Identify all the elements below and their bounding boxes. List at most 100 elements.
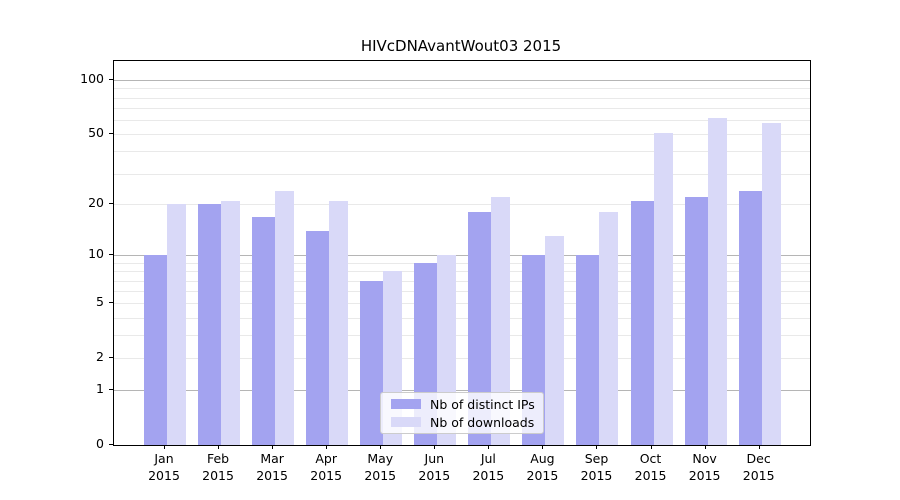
x-tick-year: 2015 (418, 468, 451, 483)
x-tick-mark (704, 445, 706, 449)
x-tick-year: 2015 (742, 468, 775, 483)
minor-gridline (114, 134, 810, 136)
y-tick-label: 1 (96, 381, 104, 397)
legend-row-downloads: Nb of downloads (381, 415, 543, 430)
y-tick-label: 50 (88, 125, 104, 141)
y-tick-label: 20 (88, 195, 104, 211)
x-tick-mark (218, 445, 220, 449)
x-tick-month: Nov (692, 451, 717, 466)
y-tick-label: 100 (80, 71, 104, 87)
bar-distinct-ips-feb (198, 204, 222, 445)
chart-title: HIVcDNAvantWout03 2015 (360, 37, 562, 55)
x-tick-year: 2015 (472, 468, 505, 483)
x-tick-month: Aug (530, 451, 555, 466)
minor-gridline (114, 263, 810, 264)
x-tick-mark (434, 445, 436, 449)
x-tick-month: Apr (315, 451, 337, 466)
legend-swatch-downloads (391, 417, 421, 427)
x-tick-label-oct: Oct 2015 (621, 450, 681, 484)
x-tick-mark (488, 445, 490, 449)
minor-gridline (114, 335, 810, 337)
bar-downloads-feb (221, 200, 241, 445)
x-tick-year: 2015 (256, 468, 289, 483)
bar-distinct-ips-nov (684, 197, 708, 445)
minor-gridline (114, 271, 810, 273)
minor-gridline (114, 173, 810, 175)
bar-distinct-ips-mar (252, 216, 276, 445)
x-tick-year: 2015 (634, 468, 667, 483)
x-tick-label-feb: Feb 2015 (188, 450, 248, 484)
x-tick-label-nov: Nov 2015 (675, 450, 735, 484)
minor-gridline (114, 88, 810, 90)
minor-gridline (114, 108, 810, 110)
x-tick-mark (164, 445, 165, 449)
legend-label-distinct-ips: Nb of distinct IPs (430, 396, 535, 412)
x-tick-month: Jul (480, 451, 496, 466)
legend-row-distinct-ips: Nb of distinct IPs (381, 397, 543, 412)
x-tick-label-jan: Jan 2015 (134, 450, 194, 484)
minor-gridline (114, 204, 810, 206)
x-tick-label-may: May 2015 (350, 450, 410, 484)
bar-downloads-dec (761, 122, 781, 445)
x-tick-year: 2015 (148, 468, 180, 483)
y-tick-label: 5 (96, 294, 104, 310)
bar-downloads-oct (653, 132, 673, 445)
legend-label-downloads: Nb of downloads (430, 414, 535, 430)
x-tick-label-jun: Jun 2015 (404, 450, 464, 484)
x-tick-label-dec: Dec 2015 (729, 450, 789, 484)
x-tick-month: Oct (639, 451, 662, 466)
bar-downloads-sep (599, 212, 619, 445)
bar-downloads-aug (545, 236, 565, 445)
y-tick-mark (109, 133, 113, 135)
y-tick-mark (109, 357, 113, 359)
x-tick-label-aug: Aug 2015 (512, 450, 572, 484)
major-gridline (114, 390, 810, 392)
x-tick-mark (380, 445, 382, 449)
y-tick-mark (109, 302, 113, 304)
x-tick-mark (650, 445, 652, 449)
minor-gridline (114, 97, 810, 99)
y-tick-mark (109, 79, 113, 81)
bar-downloads-jan (167, 204, 186, 445)
minor-gridline (114, 151, 810, 153)
legend-swatch-distinct-ips (391, 399, 421, 409)
x-tick-month: Jan (154, 451, 174, 466)
bar-downloads-mar (275, 190, 295, 445)
bar-distinct-ips-sep (576, 255, 600, 445)
x-tick-month: Dec (746, 451, 771, 466)
x-tick-month: May (367, 451, 394, 466)
x-tick-mark (596, 445, 598, 449)
y-tick-label: 0 (96, 436, 104, 451)
x-tick-mark (758, 445, 760, 449)
x-tick-mark (542, 445, 544, 449)
bar-distinct-ips-dec (738, 190, 762, 445)
bar-distinct-ips-jul (468, 212, 492, 445)
x-tick-year: 2015 (688, 468, 721, 483)
minor-gridline (114, 358, 810, 360)
minor-gridline (114, 317, 810, 319)
x-tick-year: 2015 (526, 468, 559, 483)
x-tick-year: 2015 (364, 468, 397, 483)
y-tick-mark (109, 389, 113, 391)
y-tick-mark (109, 444, 113, 445)
bar-distinct-ips-may (360, 280, 384, 445)
x-tick-month: Sep (584, 451, 609, 466)
y-tick-mark (109, 203, 113, 205)
x-tick-label-sep: Sep 2015 (566, 450, 626, 484)
x-tick-label-jul: Jul 2015 (458, 450, 518, 484)
x-tick-label-apr: Apr 2015 (296, 450, 356, 484)
y-tick-label: 10 (88, 246, 104, 262)
x-tick-month: Mar (260, 451, 284, 466)
bar-distinct-ips-oct (630, 200, 654, 445)
bar-downloads-jul (491, 197, 511, 445)
x-tick-month: Feb (206, 451, 230, 466)
x-tick-year: 2015 (310, 468, 343, 483)
minor-gridline (114, 280, 810, 282)
legend: Nb of distinct IPs Nb of downloads (380, 392, 544, 434)
bar-downloads-nov (707, 117, 727, 445)
y-tick-mark (109, 254, 113, 256)
bar-distinct-ips-jan (144, 255, 167, 445)
major-gridline (114, 80, 810, 82)
minor-gridline (114, 303, 810, 305)
